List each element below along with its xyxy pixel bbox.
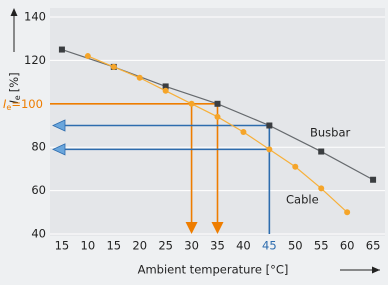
data-point (188, 100, 195, 107)
data-point (266, 122, 273, 129)
data-point (214, 113, 221, 120)
data-point (214, 100, 221, 107)
guide-label-sub: e (6, 102, 11, 111)
data-point (110, 63, 117, 70)
guide-label: Ie=100 (3, 96, 43, 111)
data-point (344, 209, 351, 216)
data-point (162, 87, 169, 94)
y-tick-label: 40 (31, 227, 46, 241)
x-axis-arrow (340, 266, 380, 274)
data-point (84, 53, 91, 60)
data-point (292, 163, 299, 170)
x-tick-label: 15 (106, 239, 121, 253)
data-point (162, 83, 169, 90)
y-label-sub: e (13, 95, 22, 100)
x-tick-label: 10 (81, 239, 96, 253)
x-tick-label: 50 (288, 239, 303, 253)
x-tick-label: 65 (366, 239, 381, 253)
data-point (240, 129, 247, 136)
guide-label-rest: =100 (11, 96, 43, 110)
data-point (318, 148, 325, 155)
x-tick-label: 55 (314, 239, 329, 253)
x-tick-label: 20 (132, 239, 147, 253)
x-tick-label: 30 (184, 239, 199, 253)
x-tick-label: 25 (158, 239, 173, 253)
y-tick-label: 80 (31, 140, 46, 154)
data-point (136, 74, 143, 81)
x-tick-label: 35 (210, 239, 225, 253)
x-tick-label: 40 (236, 239, 251, 253)
x-tick-label: 15 (55, 239, 70, 253)
y-tick-label: 120 (24, 53, 46, 67)
x-tick-label: 45 (262, 239, 277, 253)
data-point (370, 176, 377, 183)
series-label: Cable (286, 193, 319, 207)
y-axis-label: Ie [%] (7, 72, 22, 103)
y-axis-arrow (10, 8, 18, 52)
guide-arrowhead (52, 119, 66, 132)
guide-arrowhead (211, 222, 224, 234)
x-tick-label: 60 (340, 239, 355, 253)
x-axis-label: Ambient temperature [°C] (138, 263, 289, 277)
guide-arrowhead (52, 143, 66, 156)
data-point (58, 46, 65, 53)
y-label-main: I (7, 100, 21, 104)
guide-arrowhead (185, 222, 198, 234)
y-tick-label: 140 (24, 10, 46, 24)
y-tick-label: 60 (31, 183, 46, 197)
guide-label-main: I (3, 96, 7, 110)
data-point (266, 146, 273, 153)
series-label: Busbar (310, 126, 351, 140)
data-point (318, 185, 325, 192)
y-label-unit: [%] (7, 72, 21, 92)
